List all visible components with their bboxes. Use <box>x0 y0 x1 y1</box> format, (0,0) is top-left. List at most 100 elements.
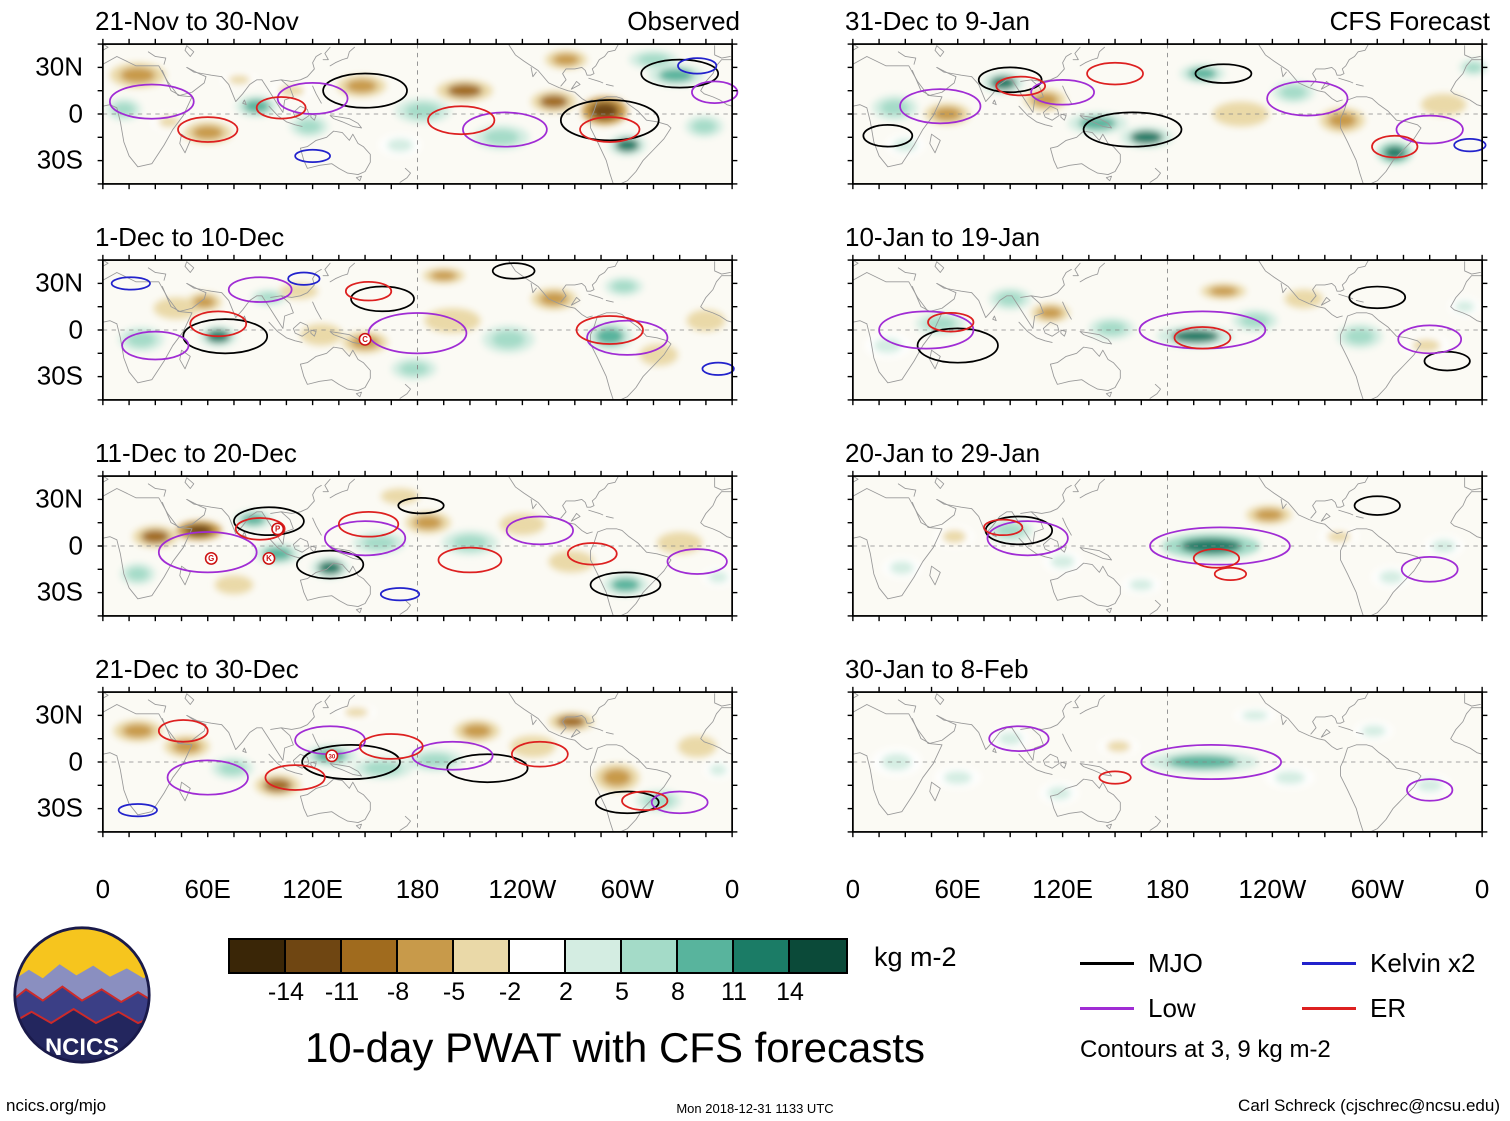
legend-item-low: Low <box>1080 993 1302 1024</box>
map-canvas <box>97 38 739 190</box>
x-tick-label: 120W <box>488 874 557 904</box>
x-tick-label: 0 <box>845 874 861 904</box>
x-tick-label: 120W <box>1238 874 1307 904</box>
legend-item-kelvin-x2: Kelvin x2 <box>1302 948 1510 979</box>
legend-item-er: ER <box>1302 993 1510 1024</box>
colorbar-tick: 11 <box>721 978 747 1006</box>
figure-title: 10-day PWAT with CFS forecasts <box>304 1024 926 1071</box>
panel-date-range: 21-Dec to 30-Dec <box>95 654 299 684</box>
y-tick-label: 30S <box>36 360 83 391</box>
panel-date-range: 10-Jan to 19-Jan <box>845 222 1041 252</box>
y-tick-label: 30N <box>35 483 83 514</box>
panel-title-row: 21-Nov to 30-Nov Observed <box>95 6 740 36</box>
colorbar-cell <box>342 940 398 972</box>
colorbar-cell <box>510 940 566 972</box>
colorbar-cell <box>286 940 342 972</box>
colorbar-tick: -5 <box>442 978 466 1006</box>
x-tick-label: 0 <box>724 874 740 904</box>
footer-section: NCICS -14 -11 -8 -5 -2 2 5 8 11 14 kg m-2 MJO Kelv… <box>0 918 1510 1118</box>
colorbar-cell <box>454 940 510 972</box>
colorbar-tick: 2 <box>559 978 573 1006</box>
panel-source-label: CFS Forecast <box>1329 6 1490 36</box>
colorbar-cell <box>678 940 734 972</box>
x-tick-label: 120E <box>1032 874 1093 904</box>
svg-text:C: C <box>362 335 368 344</box>
colorbar-cell <box>566 940 622 972</box>
x-tick-label: 120E <box>282 874 343 904</box>
observed-panels: 21-Nov to 30-Nov Observed 30N 0 30S 1-Dec to … <box>15 6 740 840</box>
x-axis-left: 0 60E 120E 180 120W 60W 0 <box>95 870 740 916</box>
panel-title-row: 30-Jan to 8-Feb <box>845 654 1490 684</box>
map-panel: 31-Dec to 9-Jan CFS Forecast <box>845 6 1490 192</box>
legend-line-sample <box>1302 1007 1356 1010</box>
y-tick-label: 30N <box>35 51 83 82</box>
colorbar-unit-label: kg m-2 <box>874 942 957 972</box>
contour-note: Contours at 3, 9 kg m-2 <box>1080 1036 1331 1063</box>
map-panel: 21-Nov to 30-Nov Observed 30N 0 30S <box>35 6 740 192</box>
legend-label: Low <box>1148 993 1196 1023</box>
svg-text:30: 30 <box>328 753 335 760</box>
column-forecast: 31-Dec to 9-Jan CFS Forecast 10-Jan to 19-… <box>845 6 1490 916</box>
map-canvas: P G K <box>97 470 738 622</box>
panel-title-row: 21-Dec to 30-Dec <box>95 654 740 684</box>
panel-date-range: 21-Nov to 30-Nov <box>95 6 299 36</box>
map-panel: 10-Jan to 19-Jan <box>845 222 1490 408</box>
map-panel: 1-Dec to 10-Dec C 30N 0 30S <box>35 222 740 408</box>
panel-columns: 21-Nov to 30-Nov Observed 30N 0 30S 1-Dec to … <box>15 6 1490 916</box>
map-panel: 20-Jan to 29-Jan <box>845 438 1490 624</box>
panel-title-row: 10-Jan to 19-Jan <box>845 222 1490 252</box>
map-canvas <box>847 254 1488 406</box>
colorbar-cell <box>622 940 678 972</box>
colorbar-cell <box>398 940 454 972</box>
y-tick-label: 0 <box>68 314 83 345</box>
map-panel: 11-Dec to 20-Dec P G K 30N 0 30S <box>35 438 740 624</box>
x-tick-label: 60E <box>934 874 981 904</box>
colorbar-tick: 5 <box>615 978 629 1006</box>
panel-date-range: 31-Dec to 9-Jan <box>845 6 1030 36</box>
colorbar-cell <box>790 940 846 972</box>
map-canvas <box>847 38 1488 190</box>
map-canvas: 30 <box>97 686 738 838</box>
panel-date-range: 11-Dec to 20-Dec <box>95 438 297 468</box>
y-tick-label: 30S <box>36 792 83 823</box>
panel-title-row: 11-Dec to 20-Dec <box>95 438 740 468</box>
ncics-logo-graphic: NCICS <box>13 926 151 1064</box>
ncics-logo: NCICS <box>12 925 152 1065</box>
colorbar-tick-labels: -14 -11 -8 -5 -2 2 5 8 11 14 <box>228 974 848 1006</box>
y-tick-label: 0 <box>68 98 83 129</box>
panel-title-row: 31-Dec to 9-Jan CFS Forecast <box>845 6 1490 36</box>
forecast-panels: 31-Dec to 9-Jan CFS Forecast 10-Jan to 19-… <box>845 6 1490 840</box>
map-canvas <box>847 470 1488 622</box>
contour-legend: MJO Kelvin x2 Low ER Contours at 3, 9 kg m-… <box>1080 948 1510 1064</box>
footer-credit: Carl Schreck (cjschrec@ncsu.edu) <box>1238 1096 1500 1115</box>
colorbar: -14 -11 -8 -5 -2 2 5 8 11 14 <box>228 938 848 1006</box>
legend-line-sample <box>1302 962 1356 965</box>
legend-label: ER <box>1370 993 1407 1023</box>
colorbar-tick: -14 <box>267 978 305 1006</box>
panel-title-row: 20-Jan to 29-Jan <box>845 438 1490 468</box>
legend-grid: MJO Kelvin x2 Low ER <box>1080 948 1510 1024</box>
legend-label: Kelvin x2 <box>1370 948 1476 978</box>
colorbar-cell <box>734 940 790 972</box>
column-observed: 21-Nov to 30-Nov Observed 30N 0 30S 1-Dec to … <box>15 6 740 916</box>
panel-date-range: 20-Jan to 29-Jan <box>845 438 1041 468</box>
colorbar-cells <box>228 938 848 974</box>
colorbar-tick: 8 <box>671 978 685 1006</box>
panel-source-label: Observed <box>627 6 740 36</box>
y-tick-label: 0 <box>68 530 83 561</box>
svg-text:P: P <box>275 525 280 534</box>
svg-text:G: G <box>208 554 214 563</box>
map-panel: 21-Dec to 30-Dec 30 30N 0 30S <box>35 654 740 840</box>
y-tick-label: 30N <box>35 699 83 730</box>
y-tick-label: 30N <box>35 267 83 298</box>
colorbar-tick: -11 <box>324 978 360 1006</box>
colorbar-cell <box>230 940 286 972</box>
legend-line-sample <box>1080 1007 1134 1010</box>
footer-timestamp: Mon 2018-12-31 1133 UTC <box>676 1101 834 1116</box>
colorbar-tick: 14 <box>776 978 804 1006</box>
x-tick-label: 180 <box>395 874 440 904</box>
x-tick-label: 60W <box>1350 874 1405 904</box>
x-tick-label: 60W <box>600 874 655 904</box>
x-axis-right: 0 60E 120E 180 120W 60W 0 <box>845 870 1490 916</box>
